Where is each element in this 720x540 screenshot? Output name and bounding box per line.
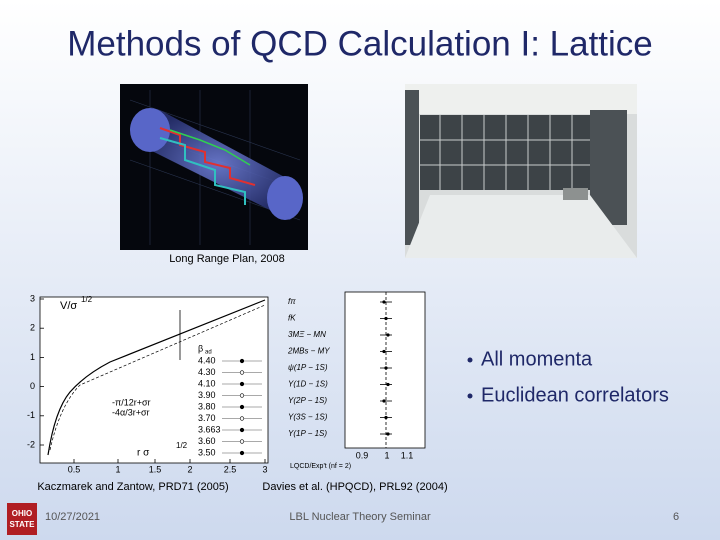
bullet-text: All momenta bbox=[481, 348, 593, 370]
x-axis-label: LQCD/Exp't (nf = 2) bbox=[290, 463, 351, 470]
legend-marker bbox=[239, 370, 245, 375]
legend-label: 3.663 bbox=[198, 424, 221, 434]
y-axis-label-exponent: 1/2 bbox=[81, 295, 93, 304]
row-labels: fπ fK 3MΞ − MN 2MBs − MΥ ψ(1P − 1S) Υ(1D − 1S… bbox=[287, 297, 392, 438]
x-tick-label: 0.9 bbox=[356, 450, 369, 460]
row-label: ψ(1P − 1S) bbox=[288, 363, 328, 372]
plot-caption: Davies et al. (HPQCD), PRL92 (2004) bbox=[262, 481, 447, 493]
legend-label: 3.60 bbox=[198, 436, 216, 446]
y-tick-label: 3 bbox=[30, 293, 35, 303]
x-tick-label: 1 bbox=[384, 450, 389, 460]
legend-label: 4.40 bbox=[198, 355, 216, 365]
legend-marker bbox=[239, 358, 245, 364]
row-point bbox=[386, 432, 390, 436]
x-axis-label-exponent: 1/2 bbox=[176, 441, 188, 450]
row-point bbox=[382, 399, 386, 403]
row-point bbox=[384, 316, 388, 321]
x-tick-label: 1.5 bbox=[149, 464, 162, 474]
x-tick-label: 2.5 bbox=[224, 464, 237, 474]
row-point bbox=[386, 382, 390, 387]
legend-marker bbox=[239, 427, 245, 433]
logo bbox=[7, 503, 37, 535]
legend-label: 3.50 bbox=[198, 447, 216, 457]
legend-marker bbox=[239, 404, 245, 410]
x-tick-label: 1.1 bbox=[401, 450, 414, 460]
y-tick-label: -1 bbox=[27, 410, 35, 420]
x-ticks: 0.5 1 1.5 2 2.5 3 bbox=[68, 459, 268, 474]
row-point bbox=[384, 366, 388, 370]
fit-label: -4α/3r+σr bbox=[112, 407, 150, 417]
y-tick-label: 0 bbox=[30, 381, 35, 391]
x-tick-label: 1 bbox=[115, 464, 120, 474]
legend-label: 4.10 bbox=[198, 378, 216, 388]
lattice-image bbox=[120, 84, 308, 250]
legend-title: β bbox=[198, 343, 203, 353]
legend-marker bbox=[239, 439, 245, 444]
legend-marker bbox=[239, 381, 245, 387]
potential-plot bbox=[39, 296, 269, 464]
footer-date: 10/27/2021 bbox=[45, 511, 100, 523]
fit-label: -π/12r+σr bbox=[112, 397, 151, 407]
legend-label: 3.90 bbox=[198, 390, 216, 400]
row-label: fK bbox=[288, 314, 296, 323]
x-tick-label: 3 bbox=[262, 464, 267, 474]
y-axis-label: V/σ bbox=[60, 300, 77, 312]
row-label: Υ(3S − 1S) bbox=[288, 413, 328, 422]
legend: 4.40 4.304.10 3.903.80 3.703.663 3.603.50 bbox=[198, 355, 262, 457]
row-label: fπ bbox=[288, 297, 296, 306]
legend-label: 3.70 bbox=[198, 413, 216, 423]
page-number: 6 bbox=[673, 511, 679, 523]
image-caption: Long Range Plan, 2008 bbox=[169, 253, 285, 265]
row-point bbox=[386, 333, 390, 337]
x-axis-label: r σ bbox=[137, 448, 150, 459]
bullet-list: All momenta Euclidean correlators bbox=[467, 348, 669, 406]
row-label: Υ(2P − 1S) bbox=[288, 396, 327, 405]
legend-marker bbox=[239, 416, 245, 421]
ratio-plot bbox=[344, 291, 426, 449]
legend-marker bbox=[239, 450, 245, 456]
row-label: Υ(1P − 1S) bbox=[288, 429, 327, 438]
bullet-dot bbox=[467, 357, 473, 363]
x-tick-label: 0.5 bbox=[68, 464, 81, 474]
y-tick-label: 2 bbox=[30, 323, 35, 333]
row-point bbox=[382, 349, 386, 354]
legend-title-sub: ad bbox=[205, 350, 212, 356]
y-tick-label: -2 bbox=[27, 439, 35, 449]
bullet-text: Euclidean correlators bbox=[481, 384, 669, 406]
computer-room-image bbox=[405, 84, 637, 258]
row-label: 2MBs − MΥ bbox=[287, 347, 330, 356]
x-tick-label: 2 bbox=[187, 464, 192, 474]
logo-text: STATE bbox=[9, 520, 35, 529]
legend-label: 3.80 bbox=[198, 401, 216, 411]
legend-marker bbox=[239, 393, 245, 398]
footer-title: LBL Nuclear Theory Seminar bbox=[289, 511, 431, 523]
row-label: 3MΞ − MN bbox=[288, 330, 326, 339]
x-ticks: 0.9 1 1.1 bbox=[356, 450, 414, 460]
y-tick-label: 1 bbox=[30, 352, 35, 362]
y-ticks: 3 2 1 0 -1 -2 bbox=[27, 293, 44, 449]
row-point bbox=[384, 415, 388, 420]
row-label: Υ(1D − 1S) bbox=[288, 380, 328, 389]
bullet-dot bbox=[467, 393, 473, 399]
logo-text: OHIO bbox=[12, 509, 32, 518]
plot-caption: Kaczmarek and Zantow, PRD71 (2005) bbox=[37, 481, 228, 493]
row-point bbox=[382, 300, 386, 304]
legend-label: 4.30 bbox=[198, 367, 216, 377]
slide-title: Methods of QCD Calculation I: Lattice bbox=[67, 24, 653, 63]
